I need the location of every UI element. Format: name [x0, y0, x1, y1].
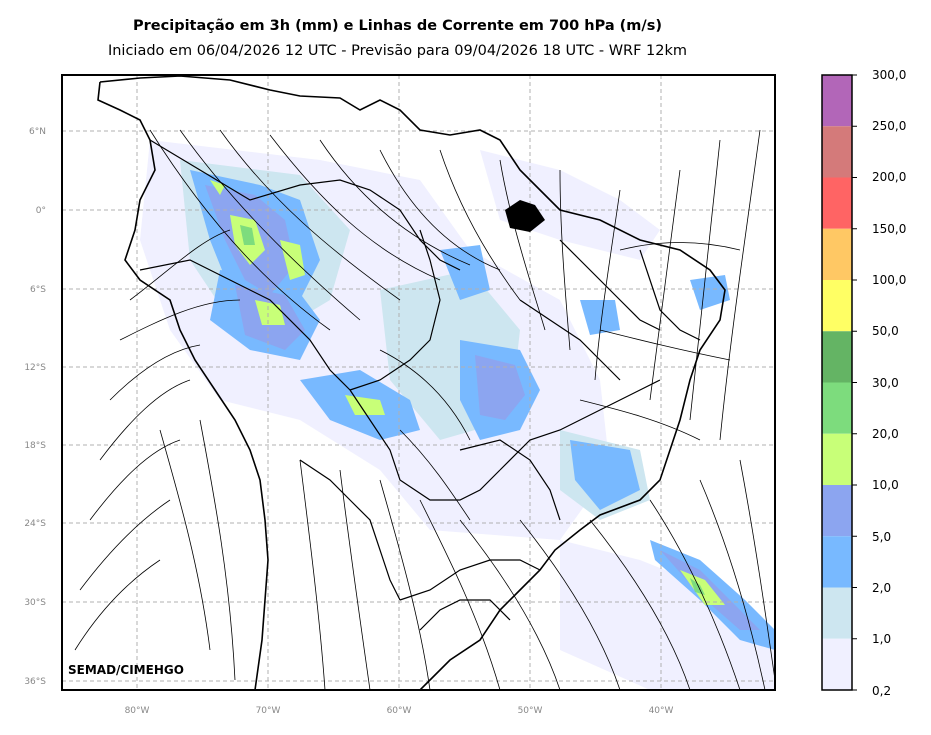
colorbar-label: 20,0 [872, 427, 899, 441]
lon-tick-labels: 80°W 70°W 60°W 50°W 40°W [125, 706, 674, 716]
colorbar-label: 5,0 [872, 530, 892, 544]
colorbar-swatch [822, 177, 852, 229]
colorbar-label: 300,0 [872, 68, 907, 82]
map-frame [61, 74, 776, 691]
colorbar-swatch [822, 331, 852, 383]
colorbar-swatch [822, 75, 852, 127]
lat-tick: 36°S [24, 677, 46, 687]
colorbar-label: 30,0 [872, 376, 899, 390]
colorbar-swatch [822, 382, 852, 434]
streamlines [74, 129, 775, 690]
gridlines [62, 75, 775, 690]
colorbar-label: 0,2 [872, 684, 892, 698]
map-title: Precipitação em 3h (mm) e Linhas de Corr… [133, 18, 662, 34]
colorbar-label: 250,0 [872, 119, 907, 133]
colorbar [821, 74, 857, 691]
colorbar-swatch [822, 228, 852, 280]
lat-tick: 6°N [29, 127, 46, 137]
colorbar-frame [821, 74, 853, 691]
lat-tick: 18°S [24, 441, 46, 451]
colorbar-label: 150,0 [872, 222, 907, 236]
lon-tick: 70°W [256, 706, 281, 716]
colorbar-label: 2,0 [872, 581, 892, 595]
colorbar-swatch [822, 587, 852, 639]
colorbar-label: 1,0 [872, 632, 892, 646]
lat-tick: 30°S [24, 598, 46, 608]
lat-tick: 24°S [24, 519, 46, 529]
lon-tick: 40°W [649, 706, 674, 716]
colorbar-label: 200,0 [872, 170, 907, 184]
lat-tick: 12°S [24, 363, 46, 373]
lat-tick: 6°S [30, 285, 46, 295]
map-subtitle: Iniciado em 06/04/2026 12 UTC - Previsão… [107, 43, 688, 59]
lon-tick: 50°W [518, 706, 543, 716]
colorbar-swatch [822, 638, 852, 690]
colorbar-label: 100,0 [872, 273, 907, 287]
lon-tick: 60°W [387, 706, 412, 716]
lat-tick-labels: 6°N 0° 6°S 12°S 18°S 24°S 30°S 36°S [24, 127, 46, 687]
colorbar-swatch [822, 126, 852, 178]
colorbar-swatch [822, 485, 852, 537]
precipitation-layer [140, 140, 775, 690]
lat-tick: 0° [36, 206, 46, 216]
credit-label: SEMAD/CIMEHGO [68, 663, 184, 677]
colorbar-swatch [822, 536, 852, 588]
colorbar-label: 10,0 [872, 478, 899, 492]
colorbar-swatch [822, 433, 852, 485]
island-marajo [505, 200, 545, 232]
colorbar-swatch [822, 280, 852, 332]
lon-tick: 80°W [125, 706, 150, 716]
colorbar-label: 50,0 [872, 324, 899, 338]
coastlines-borders [97, 75, 726, 690]
